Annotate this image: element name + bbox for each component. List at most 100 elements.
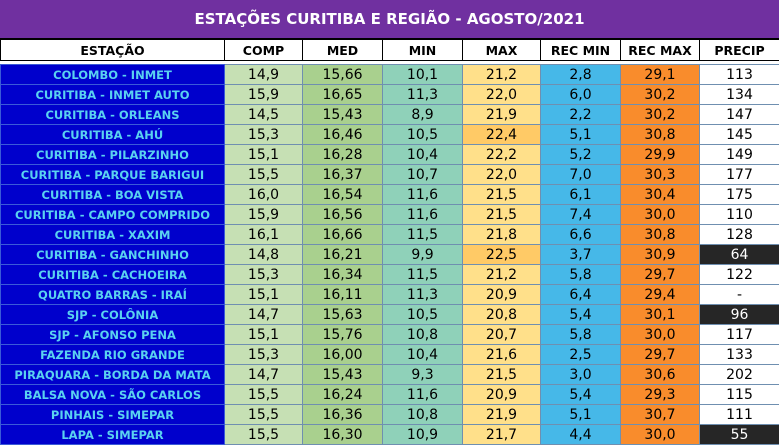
rec-max-cell: 29,7 [620,264,700,285]
table-row: PINHAIS - SIMEPAR 15,5 16,36 10,8 21,9 5,1 30,… [0,404,779,425]
rec-min-cell: 5,1 [540,404,621,425]
station-cell: SJP - COLÔNIA [0,304,225,325]
station-cell: CURITIBA - PARQUE BARIGUI [0,164,225,185]
rec-max-cell: 29,1 [620,64,700,85]
med-cell: 16,66 [302,224,383,245]
comp-cell: 15,5 [224,164,303,185]
comp-cell: 15,3 [224,264,303,285]
precip-cell: 113 [699,64,779,85]
col-header-precip: PRECIP [699,39,779,61]
min-cell: 10,5 [382,124,463,145]
rec-max-cell: 30,7 [620,404,700,425]
col-header-rec-min: REC MIN [540,39,621,61]
table-row: CURITIBA - CACHOEIRA 15,3 16,34 11,5 21,2 5,8… [0,264,779,285]
max-cell: 20,9 [462,284,541,305]
comp-cell: 15,1 [224,324,303,345]
col-header-comp: COMP [224,39,303,61]
med-cell: 15,63 [302,304,383,325]
min-cell: 10,8 [382,404,463,425]
station-cell: CURITIBA - CAMPO COMPRIDO [0,204,225,225]
rec-min-cell: 5,1 [540,124,621,145]
table-row: CURITIBA - INMET AUTO 15,9 16,65 11,3 22,0 6,… [0,84,779,105]
med-cell: 16,21 [302,244,383,265]
precip-cell: 147 [699,104,779,125]
station-cell: CURITIBA - INMET AUTO [0,84,225,105]
rec-max-cell: 29,9 [620,144,700,165]
rec-min-cell: 2,8 [540,64,621,85]
rec-min-cell: 5,8 [540,324,621,345]
rec-max-cell: 30,0 [620,204,700,225]
max-cell: 22,5 [462,244,541,265]
min-cell: 10,1 [382,64,463,85]
med-cell: 16,46 [302,124,383,145]
max-cell: 21,7 [462,424,541,445]
med-cell: 16,65 [302,84,383,105]
rec-max-cell: 30,6 [620,364,700,385]
min-cell: 11,6 [382,384,463,405]
precip-cell: 115 [699,384,779,405]
precip-cell: 110 [699,204,779,225]
rec-min-cell: 7,0 [540,164,621,185]
precip-cell: 111 [699,404,779,425]
comp-cell: 15,3 [224,124,303,145]
min-cell: 9,3 [382,364,463,385]
comp-cell: 16,1 [224,224,303,245]
med-cell: 16,36 [302,404,383,425]
max-cell: 21,2 [462,64,541,85]
min-cell: 8,9 [382,104,463,125]
rec-max-cell: 30,8 [620,224,700,245]
precip-cell: 128 [699,224,779,245]
comp-cell: 14,7 [224,304,303,325]
min-cell: 11,3 [382,84,463,105]
precip-cell: 64 [699,244,779,265]
station-cell: CURITIBA - CACHOEIRA [0,264,225,285]
med-cell: 16,37 [302,164,383,185]
table-row: COLOMBO - INMET 14,9 15,66 10,1 21,2 2,8 29,1 1… [0,64,779,85]
rec-max-cell: 30,2 [620,84,700,105]
rec-max-cell: 30,9 [620,244,700,265]
rec-max-cell: 30,8 [620,124,700,145]
precip-cell: 134 [699,84,779,105]
max-cell: 21,6 [462,344,541,365]
comp-cell: 15,1 [224,284,303,305]
min-cell: 11,3 [382,284,463,305]
table-row: PIRAQUARA - BORDA DA MATA 14,7 15,43 9,3 21,… [0,364,779,385]
rec-min-cell: 6,4 [540,284,621,305]
precip-cell: - [699,284,779,305]
station-cell: PINHAIS - SIMEPAR [0,404,225,425]
rec-min-cell: 6,0 [540,84,621,105]
rec-max-cell: 30,4 [620,184,700,205]
rec-max-cell: 30,2 [620,104,700,125]
rec-min-cell: 5,8 [540,264,621,285]
rec-min-cell: 5,2 [540,144,621,165]
rec-max-cell: 29,7 [620,344,700,365]
med-cell: 16,11 [302,284,383,305]
table-row: SJP - COLÔNIA 14,7 15,63 10,5 20,8 5,4 30,1 96 [0,304,779,325]
col-header-max: MAX [462,39,541,61]
col-header-med: MED [302,39,383,61]
max-cell: 20,8 [462,304,541,325]
comp-cell: 16,0 [224,184,303,205]
min-cell: 9,9 [382,244,463,265]
comp-cell: 14,9 [224,64,303,85]
station-cell: CURITIBA - GANCHINHO [0,244,225,265]
max-cell: 21,8 [462,224,541,245]
min-cell: 11,6 [382,204,463,225]
rec-max-cell: 30,0 [620,324,700,345]
comp-cell: 14,5 [224,104,303,125]
comp-cell: 15,3 [224,344,303,365]
table-row: QUATRO BARRAS - IRAÍ 15,1 16,11 11,3 20,9 6,4… [0,284,779,305]
station-cell: CURITIBA - AHÚ [0,124,225,145]
rec-max-cell: 29,3 [620,384,700,405]
med-cell: 16,30 [302,424,383,445]
station-cell: QUATRO BARRAS - IRAÍ [0,284,225,305]
med-cell: 15,76 [302,324,383,345]
min-cell: 11,6 [382,184,463,205]
min-cell: 10,4 [382,144,463,165]
max-cell: 21,5 [462,184,541,205]
table-row: CURITIBA - PARQUE BARIGUI 15,5 16,37 10,7 22… [0,164,779,185]
med-cell: 15,43 [302,104,383,125]
station-cell: CURITIBA - XAXIM [0,224,225,245]
med-cell: 16,54 [302,184,383,205]
max-cell: 22,2 [462,144,541,165]
